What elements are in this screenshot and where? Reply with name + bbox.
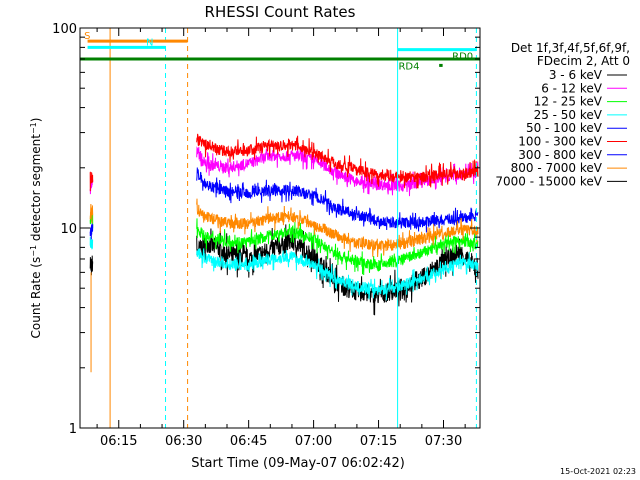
series-25-50-kev-pre-segment [89,236,94,250]
series-800-7000-kev-pre-segment [89,203,94,224]
legend-label-300-800-kev: 300 - 800 keV [518,148,602,162]
interval-lines [90,28,477,428]
flag-s-label: S [84,31,90,42]
series-25-50-kev [89,236,479,301]
x-tick-label: 06:15 [100,434,137,449]
legend-header-line-1: Det 1f,3f,4f,5f,6f,9f, [511,41,630,55]
series-50-100-kev [89,167,479,240]
plot-area [89,133,479,316]
legend-label-25-50-kev: 25 - 50 keV [534,108,603,122]
footer-timestamp: 15-Oct-2021 02:23 [560,467,636,476]
series-800-7000-kev-line [196,198,479,258]
y-tick-label: 100 [52,22,77,37]
plot-frame [79,27,481,429]
series-800-7000-kev [89,198,479,258]
legend: Det 1f,3f,4f,5f,6f,9f, FDecim 2, Att 0 3… [495,41,630,188]
series-12-25-kev-line [196,218,479,276]
x-tick-label: 07:00 [295,434,332,449]
legend-label-800-7000-kev: 800 - 7000 keV [511,161,603,175]
flag-rd0-label: RD0 [452,52,473,63]
y-tick-label: 10 [60,222,77,237]
series-25-50-kev-line [196,248,479,301]
chart-title: RHESSI Count Rates [205,3,356,21]
legend-label-50-100-kev: 50 - 100 keV [526,121,603,135]
x-axis-label: Start Time (09-May-07 06:02:42) [191,456,405,471]
legend-label-7000-15000-kev: 7000 - 15000 keV [495,174,602,188]
y-tick-label: 1 [69,422,77,437]
legend-label-100-300-kev: 100 - 300 keV [518,135,602,149]
y-axis-ticks: 1 10 100 [52,22,480,437]
x-tick-label: 07:15 [360,434,397,449]
series-100-300-kev-pre-segment [89,171,94,192]
series-50-100-kev-line [196,167,479,233]
series-3-6-kev-pre-segment [89,255,94,276]
legend-label-3-6-kev: 3 - 6 keV [549,68,603,82]
x-tick-label: 07:30 [425,434,462,449]
legend-header-line-2: FDecim 2, Att 0 [537,54,630,68]
flag-rd4-label: RD4 [398,61,419,72]
y-axis-label: Count Rate (s−1 detector segment−1) [29,118,43,339]
legend-label-6-12-kev: 6 - 12 keV [541,81,603,95]
legend-label-12-25-kev: 12 - 25 keV [534,95,603,109]
x-tick-label: 06:45 [230,434,267,449]
attenuator-flags: S N RD0 RD4 [80,31,480,72]
series-50-100-kev-pre-segment [89,223,94,240]
series-100-300-kev [89,133,479,192]
series-100-300-kev-line [196,133,479,189]
flag-n-label: N [146,37,153,48]
x-tick-label: 06:30 [165,434,202,449]
x-axis-ticks: 06:15 06:30 06:45 07:00 07:15 07:30 [96,28,466,449]
